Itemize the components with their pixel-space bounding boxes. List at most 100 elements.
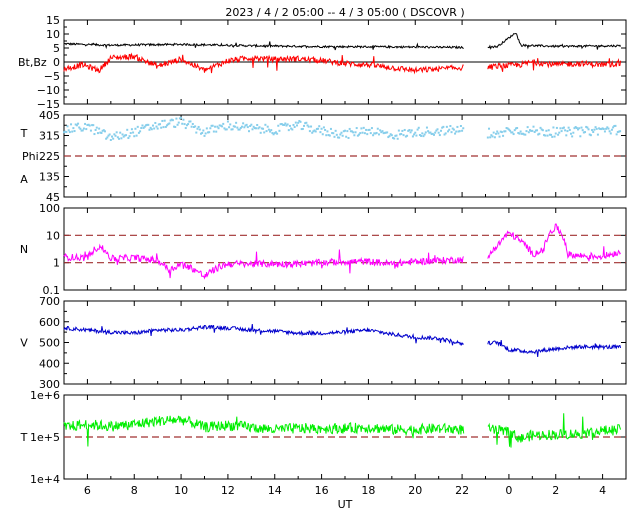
data-point-phi <box>322 126 325 129</box>
data-point-phi <box>199 132 202 135</box>
x-axis: 6 8 10 12 14 16 18 20 22 0 2 4 <box>84 484 606 497</box>
data-point-phi <box>533 131 536 134</box>
data-point-phi <box>552 126 555 129</box>
data-point-phi <box>523 133 526 136</box>
data-point-phi <box>196 127 199 130</box>
data-point-phi <box>393 137 396 140</box>
data-point-phi <box>488 127 491 130</box>
data-point-phi <box>180 116 183 119</box>
data-point-phi <box>202 129 205 132</box>
data-point-phi <box>153 127 156 130</box>
data-point-phi <box>230 128 233 131</box>
data-point-phi <box>602 127 605 130</box>
y-axis-label-phi: A <box>20 173 28 186</box>
data-point-phi <box>233 125 236 128</box>
data-point-phi <box>98 127 101 130</box>
data-point-phi <box>270 129 273 132</box>
data-point-phi <box>567 126 570 129</box>
data-point-phi <box>123 134 126 137</box>
data-point-phi <box>519 130 522 133</box>
data-point-phi <box>157 123 160 126</box>
data-point-phi <box>96 132 99 135</box>
data-point-phi <box>218 124 221 127</box>
data-point-phi <box>95 126 98 129</box>
data-point-phi <box>130 128 133 131</box>
data-point-phi <box>198 128 201 131</box>
y-tick-label-mag: 10 <box>46 28 60 41</box>
data-point-phi <box>406 134 409 137</box>
data-point-phi <box>571 135 574 138</box>
data-point-phi <box>134 127 137 130</box>
data-point-phi <box>601 127 604 130</box>
data-point-phi <box>321 133 324 136</box>
data-point-phi <box>507 128 510 131</box>
data-point-phi <box>327 134 330 137</box>
data-point-phi <box>402 134 405 137</box>
data-point-phi <box>249 125 252 128</box>
data-point-phi <box>451 127 454 130</box>
y-tick-label-temperature: 1e+4 <box>30 473 60 486</box>
data-point-phi <box>539 126 542 129</box>
data-point-phi <box>431 132 434 135</box>
data-point-phi <box>219 124 222 127</box>
data-point-phi <box>166 124 169 127</box>
data-point-phi <box>175 117 178 120</box>
data-point-phi <box>335 133 338 136</box>
data-point-phi <box>361 131 364 134</box>
data-point-phi <box>438 134 441 137</box>
data-point-phi <box>435 129 438 132</box>
y-tick-label-phi: 225 <box>39 150 60 163</box>
data-point-phi <box>159 123 162 126</box>
data-point-phi <box>74 123 77 126</box>
data-point-phi <box>85 128 88 131</box>
y-axis-label-mag: Bt,Bz <box>18 56 47 69</box>
data-point-phi <box>596 133 599 136</box>
data-point-phi <box>136 125 139 128</box>
data-point-phi <box>139 130 142 133</box>
data-point-phi <box>266 125 269 128</box>
data-point-phi <box>414 131 417 134</box>
y-tick-label-speed: 700 <box>39 295 60 308</box>
data-point-phi <box>204 132 207 135</box>
data-point-phi <box>504 130 507 133</box>
data-point-phi <box>79 127 82 130</box>
data-point-phi <box>299 120 302 123</box>
x-tick-label: 10 <box>174 484 188 497</box>
data-point-phi <box>82 127 85 130</box>
data-point-phi <box>360 127 363 130</box>
data-point-phi <box>434 131 437 134</box>
data-point-phi <box>148 128 151 131</box>
data-point-phi <box>187 123 190 126</box>
data-point-phi <box>338 136 341 139</box>
data-point-phi <box>600 128 603 131</box>
x-tick-label: 14 <box>268 484 282 497</box>
data-point-phi <box>135 134 138 137</box>
data-point-phi <box>388 135 391 138</box>
data-point-phi <box>569 132 572 135</box>
data-point-phi <box>417 126 420 129</box>
data-point-phi <box>340 131 343 134</box>
data-point-phi <box>163 119 166 122</box>
data-point-phi <box>228 126 231 129</box>
data-point-phi <box>86 123 89 126</box>
data-point-phi <box>576 128 579 131</box>
x-tick-label: 20 <box>408 484 422 497</box>
data-point-phi <box>105 137 108 140</box>
data-point-phi <box>543 134 546 137</box>
series-bt-segment-0 <box>63 41 464 51</box>
y-tick-label-mag: 0 <box>53 56 60 69</box>
y-tick-label-mag: 15 <box>46 14 60 27</box>
data-point-phi <box>108 133 111 136</box>
data-point-phi <box>112 137 115 140</box>
data-point-phi <box>428 131 431 134</box>
data-point-phi <box>503 130 506 133</box>
data-point-phi <box>394 134 397 137</box>
data-point-phi <box>99 131 102 134</box>
data-point-phi <box>88 124 91 127</box>
data-point-phi <box>342 130 345 133</box>
y-tick-label-mag: −5 <box>44 70 60 83</box>
data-point-phi <box>588 133 591 136</box>
data-point-phi <box>568 128 571 131</box>
data-point-phi <box>262 127 265 130</box>
chart-title: 2023 / 4 / 2 05:00 -- 4 / 3 05:00 ( DSCO… <box>225 6 464 19</box>
